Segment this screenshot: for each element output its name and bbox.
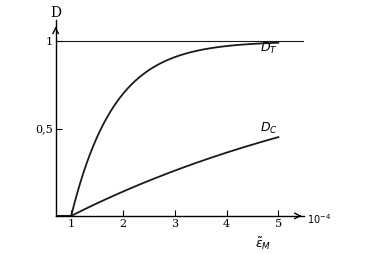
Text: $10^{-4}$: $10^{-4}$	[307, 213, 331, 226]
Text: D: D	[50, 6, 61, 20]
Text: $\tilde{\varepsilon}_M$: $\tilde{\varepsilon}_M$	[255, 235, 271, 252]
Text: $D_C$: $D_C$	[260, 121, 278, 136]
Text: $D_T$: $D_T$	[260, 41, 278, 56]
